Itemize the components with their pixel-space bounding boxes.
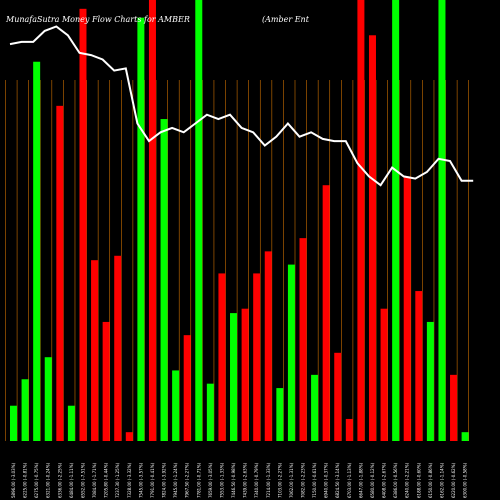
money-flow-line <box>9 25 474 187</box>
x-tick-label: 6150.00 (-0.86%) <box>428 462 433 498</box>
flow-bar <box>33 61 41 442</box>
x-tick-label: 7237.30 (-1.25%) <box>115 462 120 498</box>
x-tick-label: 7659.00 (-3.05%) <box>208 462 213 498</box>
flow-bar <box>183 335 191 441</box>
flow-bar <box>172 370 180 441</box>
flow-bar <box>380 308 388 441</box>
x-tick-label: 6188.00 (-0.60%) <box>416 462 421 498</box>
flow-bar <box>276 388 284 441</box>
flow-bar <box>10 405 17 441</box>
grid-lines <box>5 80 470 441</box>
chart-title: MunafaSutra Money Flow Charts for AMBER <box>5 15 190 24</box>
x-tick-label: 7545.00 (-3.57%) <box>138 462 143 498</box>
flow-bar <box>450 374 458 441</box>
flow-bar <box>21 379 29 441</box>
chart-subtitle: (Amber Ent <box>262 15 310 24</box>
flow-bar <box>206 383 214 441</box>
flow-bar <box>160 119 168 441</box>
x-tick-label: 7150.00 (-0.61%) <box>312 462 317 498</box>
x-tick-label: 6580.00 (-0.12%) <box>370 462 375 498</box>
x-tick-label: 6336.00 (-2.25%) <box>57 462 62 498</box>
x-tick-label: 7082.00 (-2.23%) <box>301 462 306 498</box>
x-tick-label: 7791.00 (-0.41%) <box>150 462 155 498</box>
x-tick-label: 6220.00 (-0.62%) <box>451 462 456 498</box>
flow-bar <box>125 432 133 441</box>
flow-bar <box>114 255 122 441</box>
flow-bar <box>195 0 203 441</box>
x-tick-label: 6386.00 (-0.56%) <box>393 462 398 498</box>
x-tick-label: 6162.00 (-1.14%) <box>439 462 444 498</box>
x-tick-label: 7340.00 (-0.79%) <box>254 462 259 498</box>
x-tick-label: 6552.00 (-7.51%) <box>80 462 85 498</box>
flow-bar <box>44 357 52 441</box>
x-tick-label: 7214.00 (-1.33%) <box>266 462 271 498</box>
x-tick-label: 6484.00 (-1.11%) <box>69 462 74 498</box>
flow-bar <box>322 185 330 441</box>
x-tick-label: 6225.00 (-0.81%) <box>23 462 28 498</box>
x-tick-label: 7446.50 (-0.98%) <box>231 462 236 498</box>
flow-bar <box>56 105 64 441</box>
flow-bar <box>67 405 75 441</box>
flow-bar <box>299 238 307 441</box>
x-tick-label: 7328.00 (-3.32%) <box>127 462 132 498</box>
flow-bar <box>79 8 87 441</box>
flow-bar <box>91 260 99 441</box>
flow-bar <box>253 273 261 441</box>
flow-bar <box>461 432 469 441</box>
x-tick-label: 7824.00 (-3.92%) <box>162 462 167 498</box>
flow-bar <box>287 264 295 441</box>
flow-bar <box>264 251 272 441</box>
x-tick-labels: 5896.00 (-3.03%) 6225.00 (-0.81%) 6275.00 … <box>11 462 468 498</box>
flow-bar <box>357 0 365 441</box>
x-tick-label: 6824.50 (-3.14%) <box>335 462 340 498</box>
flow-bar <box>218 273 226 441</box>
x-tick-label: 7945.00 (-1.24%) <box>173 462 178 498</box>
x-tick-label: 6703.00 (-1.13%) <box>347 462 352 498</box>
x-tick-label: 6240.00 (-2.21%) <box>405 462 410 498</box>
flow-bar <box>230 313 238 441</box>
flow-bar <box>334 352 342 441</box>
x-tick-label: 6940.00 (-0.37%) <box>324 462 329 498</box>
x-tick-label: 6321.00 (-0.24%) <box>46 462 51 498</box>
x-tick-label: 7781.00 (-0.71%) <box>196 462 201 498</box>
x-tick-label: 7103.00 (-2.27%) <box>277 462 282 498</box>
flow-bar <box>438 0 446 441</box>
x-tick-label: 5896.00 (-3.03%) <box>11 462 16 498</box>
x-tick-label: 6408.00 (-2.67%) <box>382 462 387 498</box>
x-tick-label: 6275.00 (-0.75%) <box>34 462 39 498</box>
flow-bar <box>368 35 376 441</box>
x-tick-label: 6300.00 (-0.58%) <box>463 462 468 498</box>
x-tick-label: 7205.80 (-0.44%) <box>104 462 109 498</box>
flow-bar <box>426 321 434 441</box>
x-tick-label: 7439.00 (-2.63%) <box>243 462 248 498</box>
flow-bar <box>137 17 145 441</box>
x-tick-label: 6647.00 (-1.88%) <box>358 462 363 498</box>
flow-bar <box>392 0 400 441</box>
x-tick-label: 7062.00 (-1.31%) <box>289 462 294 498</box>
flow-bar <box>345 418 353 441</box>
x-tick-label: 7553.00 (-1.33%) <box>219 462 224 498</box>
flow-bar <box>311 374 319 441</box>
flow-bar <box>403 176 411 441</box>
bars <box>10 0 469 442</box>
flow-bar <box>241 308 249 441</box>
x-tick-label: 7967.50 (-2.27%) <box>185 462 190 498</box>
flow-bar <box>415 291 423 441</box>
x-tick-label: 7084.00 (-1.71%) <box>92 462 97 498</box>
flow-bar <box>148 0 156 441</box>
flow-bar <box>102 321 110 441</box>
